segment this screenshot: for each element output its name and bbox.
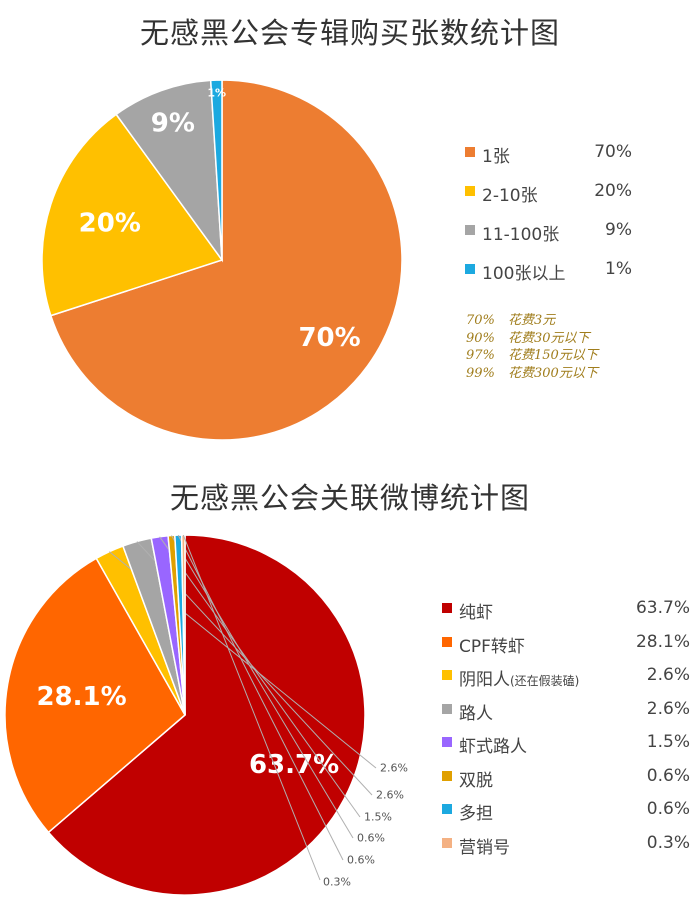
- legend-value: 70%: [594, 142, 632, 162]
- slice-label: 0.3%: [323, 876, 351, 889]
- legend-label: 阴阳人(还在假装磕): [459, 670, 580, 690]
- legend-label: 2-10张: [482, 186, 538, 206]
- legend-swatch: [442, 703, 452, 714]
- legend-value: 0.3%: [646, 832, 690, 853]
- legend-item: CPF转虾 28.1%: [442, 632, 690, 666]
- legend-label: 双脱: [459, 770, 493, 791]
- legend-swatch: [442, 636, 452, 647]
- leader-line: [171, 535, 354, 839]
- legend-label: 1张: [482, 147, 510, 167]
- legend-item: 纯虾 63.7%: [442, 598, 690, 632]
- slice-label: 2.6%: [376, 789, 404, 802]
- legend-value: 1.5%: [646, 732, 690, 752]
- legend-label-note: (还在假装磕): [510, 674, 580, 688]
- pie-slice: [180, 534, 186, 716]
- pie-slice: [4, 557, 186, 834]
- annotation-line: 97% 花费150元以下: [466, 347, 598, 365]
- legend-item: 阴阳人(还在假装磕) 2.6%: [442, 665, 690, 699]
- legend-value: 2.6%: [646, 665, 690, 685]
- legend-swatch: [442, 837, 452, 848]
- legend-label: 100张以上: [482, 264, 566, 284]
- legend-label: 营销号: [459, 837, 510, 858]
- legend-label: 路人: [459, 703, 493, 724]
- legend-swatch: [465, 186, 475, 196]
- chart1-title: 无感黑公会专辑购买张数统计图: [139, 16, 560, 50]
- leader-line: [177, 534, 344, 861]
- pie-slice: [41, 113, 224, 317]
- legend-swatch: [442, 770, 452, 781]
- annotation-pct: 97%: [466, 348, 495, 363]
- slice-label: 2.6%: [380, 762, 408, 775]
- legend-item: 营销号 0.3%: [442, 833, 690, 867]
- legend-swatch: [442, 737, 452, 747]
- legend-item: 1张 70%: [465, 142, 640, 181]
- annotation-text: 花费3元: [508, 313, 556, 328]
- chart2-legend: 纯虾 63.7% CPF转虾 28.1% 阴阳人(还在假装磕) 2.6% 路人 2.6% 虾式路…: [442, 598, 690, 866]
- legend-label: 虾式路人: [459, 737, 527, 757]
- slice-label: 0.6%: [357, 832, 385, 845]
- legend-label: 多担: [459, 804, 493, 824]
- pie-slice: [49, 79, 403, 441]
- leader-line: [182, 534, 321, 881]
- annotation-line: 90% 花费30元以下: [466, 330, 598, 348]
- annotation-pct: 70%: [466, 313, 495, 328]
- pie-slice: [209, 79, 223, 261]
- legend-value: 9%: [605, 220, 632, 240]
- legend-value: 0.6%: [646, 765, 690, 786]
- legend-item: 多担 0.6%: [442, 799, 690, 833]
- annotation-pct: 90%: [466, 330, 495, 346]
- legend-swatch: [465, 225, 475, 235]
- annotation-line: 99% 花费300元以下: [466, 365, 598, 383]
- legend-label: CPF转虾: [459, 636, 525, 657]
- legend-item: 双脱 0.6%: [442, 766, 690, 800]
- chart1-annotations: 70% 花费3元 90% 花费30元以下 97% 花费150元以下 99% 花费300元以下: [466, 312, 598, 382]
- legend-swatch: [465, 264, 475, 274]
- chart1-legend: 1张 70% 2-10张 20% 11-100张 9% 100张以上 1%: [465, 142, 640, 298]
- slice-label: 0.6%: [347, 854, 375, 867]
- legend-item: 2-10张 20%: [465, 181, 640, 220]
- annotation-text: 花费30元以下: [508, 330, 590, 346]
- slice-label: 28.1%: [36, 682, 126, 712]
- slice-label: 1%: [207, 87, 226, 100]
- legend-item: 路人 2.6%: [442, 699, 690, 733]
- legend-swatch: [465, 147, 475, 157]
- legend-item: 11-100张 9%: [465, 220, 640, 259]
- legend-value: 0.6%: [646, 799, 690, 819]
- legend-label: 纯虾: [459, 603, 493, 623]
- legend-swatch: [442, 670, 452, 680]
- annotation-text: 花费150元以下: [508, 348, 598, 363]
- legend-value: 1%: [605, 259, 632, 279]
- pie-slice: [115, 79, 223, 263]
- slice-label: 63.7%: [249, 750, 339, 780]
- legend-value: 28.1%: [635, 631, 690, 652]
- legend-label: 11-100张: [482, 225, 560, 245]
- leader-line: [159, 536, 361, 818]
- slice-label: 20%: [79, 209, 141, 239]
- annotation-pct: 99%: [466, 365, 495, 381]
- slice-label: 70%: [298, 323, 360, 353]
- legend-item: 虾式路人 1.5%: [442, 732, 690, 766]
- slice-label: 9%: [151, 109, 195, 139]
- chart2-title: 无感黑公会关联微博统计图: [169, 481, 530, 515]
- legend-swatch: [442, 804, 452, 814]
- legend-value: 63.7%: [635, 598, 690, 618]
- legend-value: 20%: [594, 181, 632, 201]
- legend-value: 2.6%: [646, 698, 690, 719]
- legend-item: 100张以上 1%: [465, 259, 640, 298]
- pie-slice: [47, 534, 366, 896]
- annotation-text: 花费300元以下: [508, 365, 598, 381]
- annotation-line: 70% 花费3元: [466, 312, 598, 330]
- legend-swatch: [442, 603, 452, 613]
- slice-label: 1.5%: [364, 811, 392, 824]
